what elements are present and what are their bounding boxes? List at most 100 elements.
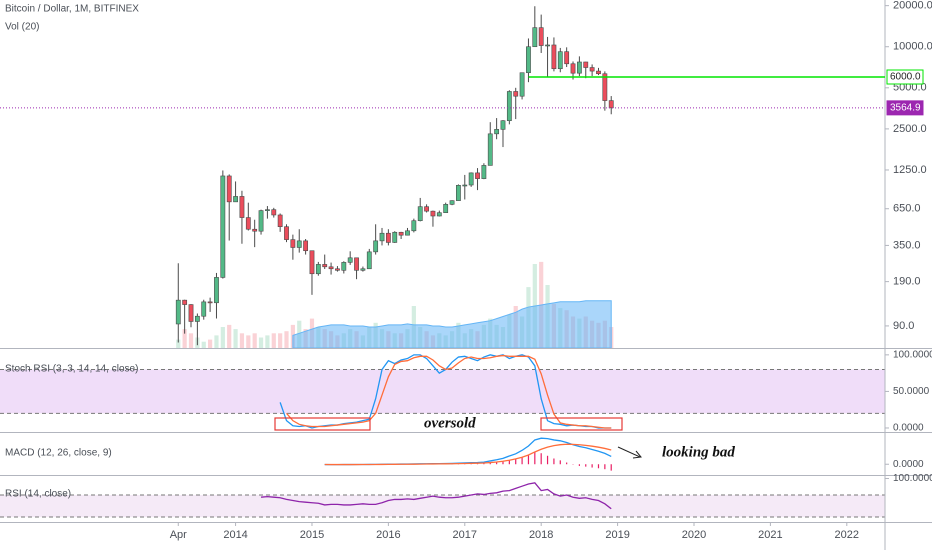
- y-tick-label: 0.0000: [893, 459, 924, 470]
- candle-body: [201, 301, 207, 317]
- volume-bar: [233, 329, 238, 348]
- candle-body: [398, 231, 404, 236]
- candle-body: [481, 165, 487, 179]
- candle-body: [576, 61, 582, 74]
- volume-bar: [188, 333, 194, 348]
- x-tick-label: 2021: [758, 529, 782, 541]
- candle-body: [526, 46, 531, 74]
- candle-body: [436, 212, 442, 217]
- volume-bar: [265, 335, 270, 348]
- indicator-title: MACD (12, 26, close, 9): [5, 448, 112, 459]
- candle-body: [557, 51, 563, 70]
- volume-bar: [214, 335, 219, 348]
- volume-bar: [227, 324, 232, 348]
- candle-body: [220, 175, 226, 278]
- candle-body: [475, 172, 480, 179]
- volume-bar: [239, 333, 245, 348]
- indicator-title: Stoch RSI (3, 3, 14, 14, close): [5, 364, 138, 375]
- y-tick-label: 50.0000: [893, 386, 930, 397]
- chart-title: Bitcoin / Dollar, 1M, BITFINEX: [5, 4, 139, 15]
- candle-body: [328, 266, 334, 270]
- x-tick-label: 2015: [300, 529, 324, 541]
- candle-body: [335, 268, 340, 271]
- candle-body: [258, 210, 264, 232]
- candle-body: [564, 51, 570, 65]
- candle-body: [456, 185, 461, 201]
- volume-bar: [271, 333, 276, 348]
- candle-body: [226, 175, 232, 203]
- candle-body: [487, 133, 493, 166]
- candle-body: [265, 209, 270, 211]
- candle-body: [513, 91, 519, 97]
- candle-body: [284, 226, 289, 240]
- candle-body: [296, 240, 302, 248]
- candle-body: [379, 232, 385, 242]
- candle-body: [385, 232, 391, 243]
- annotation: looking bad: [662, 444, 735, 460]
- candle-body: [545, 44, 550, 47]
- candle-body: [341, 262, 347, 271]
- candle-body: [405, 230, 410, 236]
- candle-body: [347, 257, 353, 263]
- y-tick-label: 0.0000: [893, 423, 924, 434]
- annotation: oversold: [424, 415, 476, 431]
- arrow: [617, 446, 641, 458]
- x-tick-label: 2022: [835, 529, 859, 541]
- candle-body: [207, 301, 213, 304]
- candle-body: [532, 27, 538, 48]
- candle-body: [443, 204, 449, 213]
- candle-body: [214, 277, 219, 304]
- x-tick-label: 2014: [223, 529, 247, 541]
- plot-layer: [0, 6, 885, 518]
- candle-body: [417, 206, 423, 222]
- candle-body: [506, 91, 512, 122]
- volume-bar: [284, 331, 289, 348]
- band-fill: [0, 495, 885, 518]
- candle-body: [303, 240, 309, 252]
- candle-body: [500, 120, 506, 130]
- candle-body: [182, 299, 188, 305]
- x-tick-label: 2016: [376, 529, 400, 541]
- candle-body: [322, 264, 328, 268]
- highlight-box: [540, 417, 623, 431]
- y-tick-label: 10000.0: [893, 41, 932, 53]
- candle-body: [519, 72, 525, 97]
- candle-body: [354, 257, 359, 271]
- y-tick-label: 100.0000: [893, 473, 932, 484]
- candle-body: [245, 217, 251, 230]
- volume-label: Vol (20): [5, 22, 39, 33]
- volume-bar: [220, 327, 225, 348]
- candle-body: [392, 231, 398, 243]
- candle-body: [309, 250, 315, 275]
- x-tick-label: 2020: [682, 529, 706, 541]
- candle-body: [188, 304, 194, 322]
- y-tick-label: 350.0: [893, 239, 921, 251]
- y-tick-label: 5000.0: [893, 82, 927, 94]
- candle-body: [373, 240, 379, 253]
- y-tick-label: 100.0000: [893, 349, 932, 360]
- price-level-label: 3564.9: [890, 103, 921, 114]
- price-level-box: [886, 100, 924, 116]
- indicator-line: [260, 482, 612, 510]
- candle-body: [252, 228, 258, 232]
- band-fill: [0, 369, 885, 414]
- y-tick-label: 190.0: [893, 276, 921, 288]
- candle-body: [608, 100, 614, 109]
- arrow-head: [632, 450, 642, 459]
- volume-bar: [278, 333, 283, 348]
- price-level-label: 6000.0: [890, 72, 921, 83]
- y-tick-label: 650.0: [893, 203, 921, 215]
- volume-bar: [176, 339, 181, 348]
- volume-bar: [201, 341, 206, 348]
- y-tick-label: 90.0: [893, 320, 914, 332]
- candle-body: [233, 196, 238, 203]
- indicator-line: [324, 443, 612, 466]
- candle-body: [449, 200, 455, 205]
- candle-body: [366, 251, 372, 270]
- candle-body: [424, 206, 429, 212]
- x-tick-label: 2018: [529, 529, 553, 541]
- volume-bar: [208, 339, 213, 348]
- candle-body: [175, 299, 181, 325]
- candle-body: [315, 264, 321, 275]
- candle-body: [538, 27, 544, 46]
